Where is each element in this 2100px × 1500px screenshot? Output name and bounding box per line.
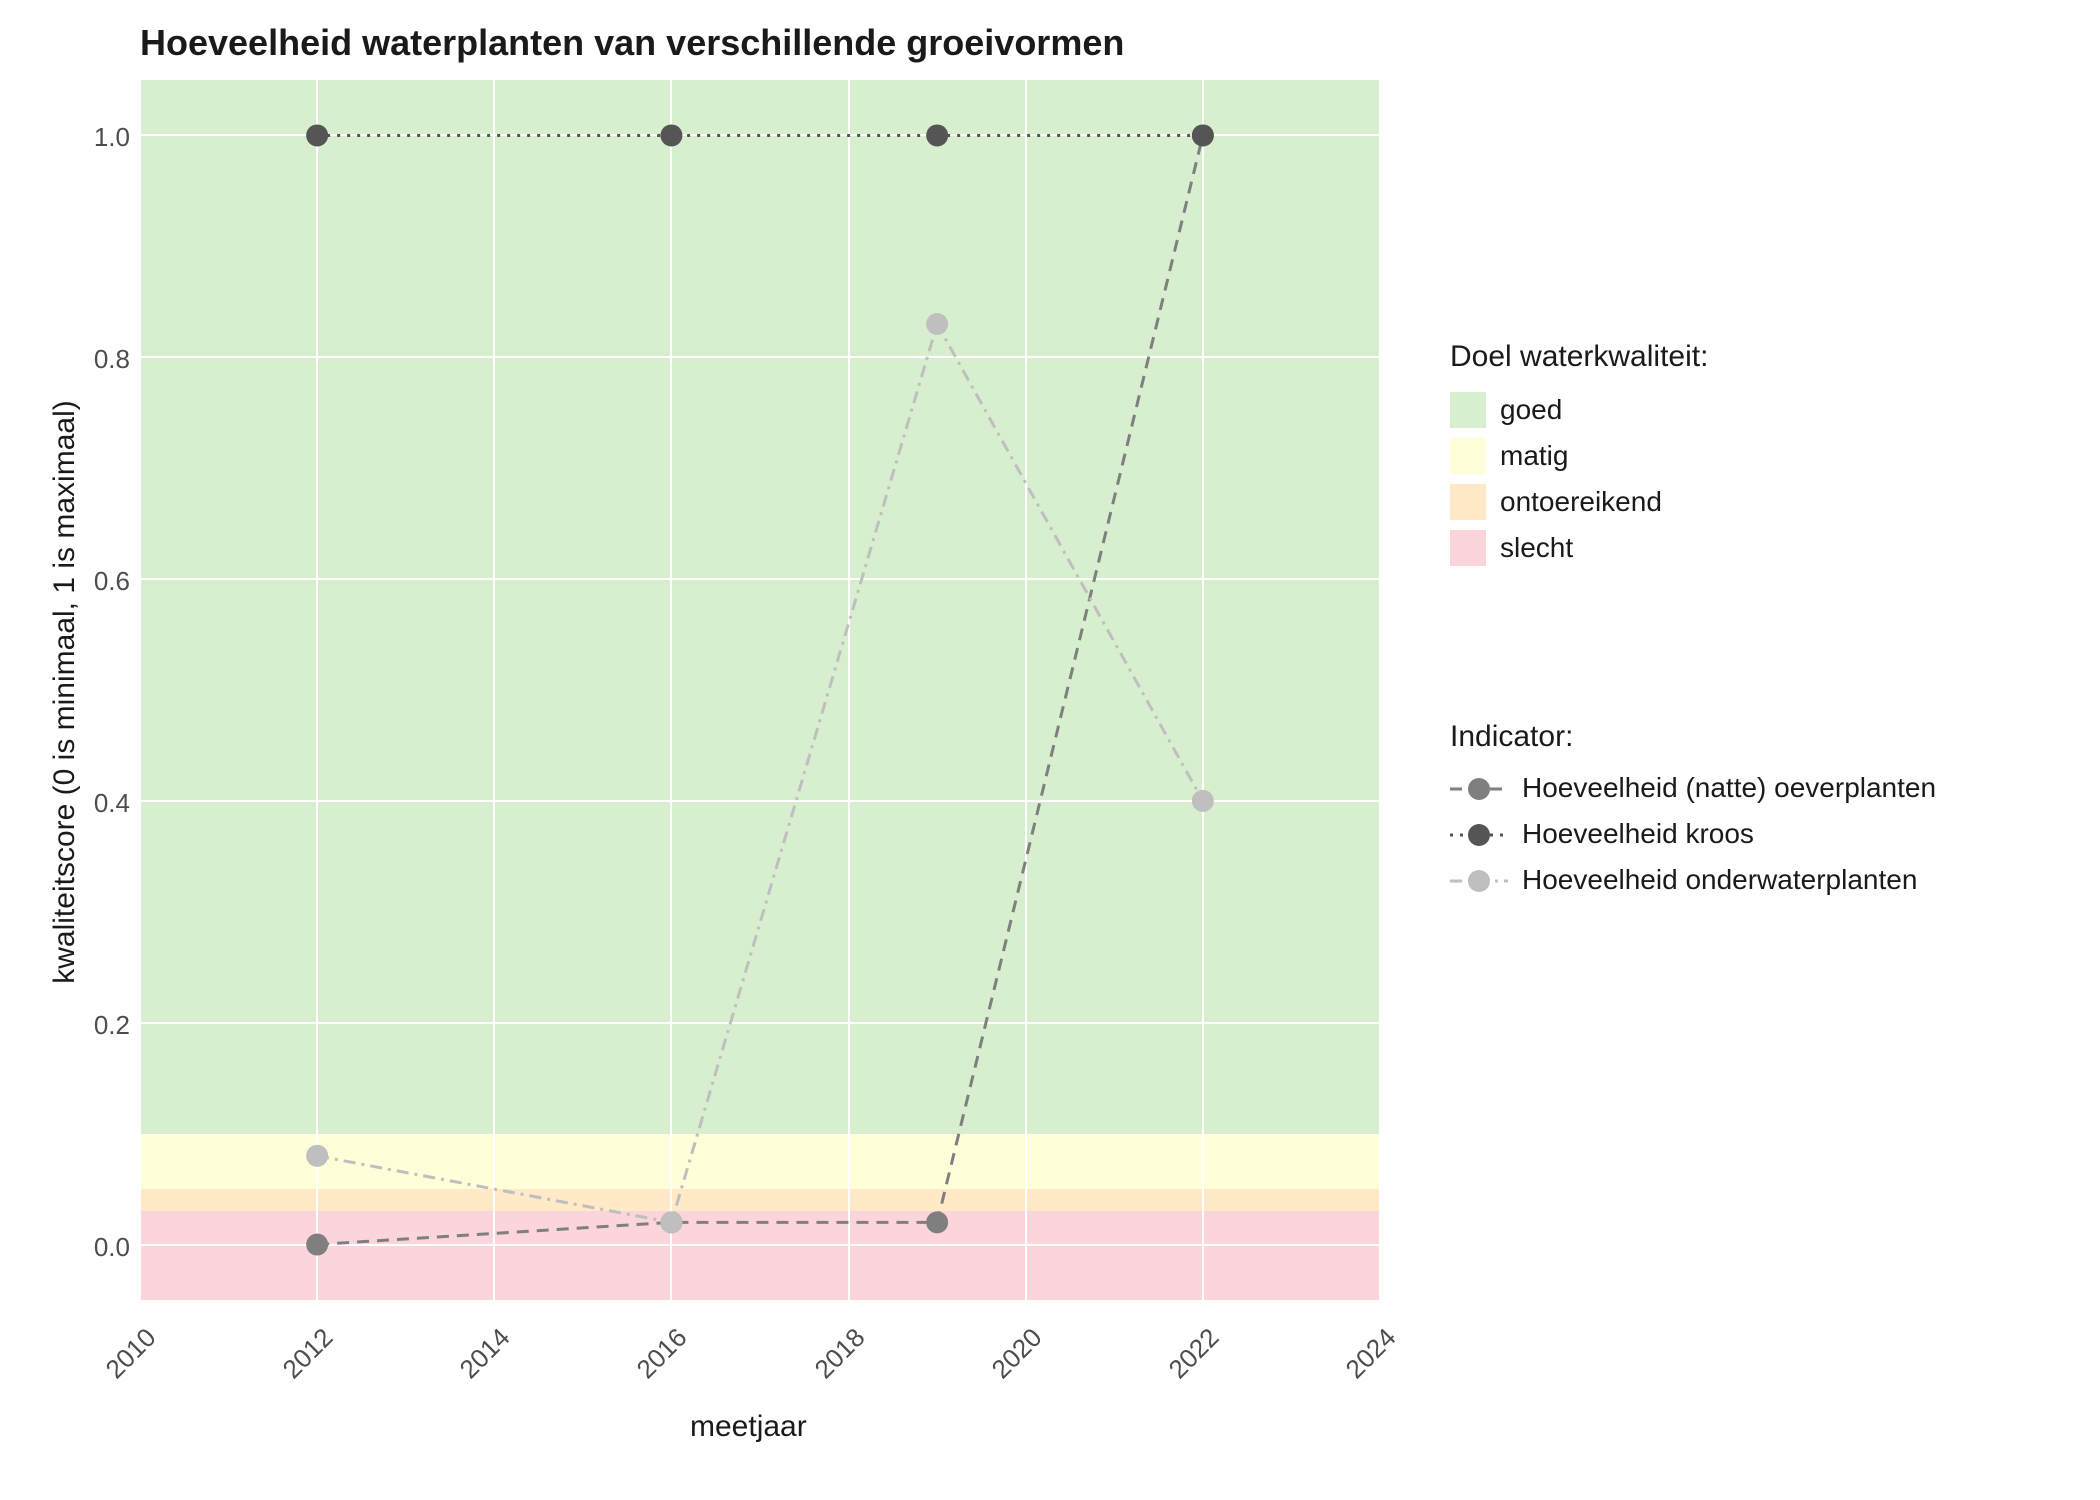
series-point xyxy=(926,1211,948,1233)
x-tick-label: 2020 xyxy=(985,1322,1048,1385)
x-tick-label: 2010 xyxy=(100,1322,163,1385)
series-point xyxy=(660,1211,682,1233)
legend-quality-title: Doel waterkwaliteit: xyxy=(1450,340,1708,374)
chart-title: Hoeveelheid waterplanten van verschillen… xyxy=(140,22,1124,64)
x-tick-label: 2014 xyxy=(454,1322,517,1385)
legend-label: Hoeveelheid (natte) oeverplanten xyxy=(1522,772,1936,804)
legend-quality-item: slecht xyxy=(1450,530,1708,566)
y-tick-label: 0.0 xyxy=(94,1232,130,1263)
legend-indicator-item: Hoeveelheid (natte) oeverplanten xyxy=(1450,772,1936,804)
legend-swatch xyxy=(1450,392,1486,428)
legend-series-key xyxy=(1450,776,1508,800)
chart-container: Hoeveelheid waterplanten van verschillen… xyxy=(0,0,2100,1500)
legend-indicator-item: Hoeveelheid onderwaterplanten xyxy=(1450,864,1936,896)
legend-indicator: Indicator: Hoeveelheid (natte) oeverplan… xyxy=(1450,720,1936,910)
y-tick-label: 0.2 xyxy=(94,1010,130,1041)
x-tick-label: 2018 xyxy=(808,1322,871,1385)
x-tick-label: 2024 xyxy=(1340,1322,1403,1385)
series-point xyxy=(660,124,682,146)
legend-series-key xyxy=(1450,822,1508,846)
legend-indicator-title: Indicator: xyxy=(1450,720,1936,754)
series-point xyxy=(1192,790,1214,812)
legend-indicator-item: Hoeveelheid kroos xyxy=(1450,818,1936,850)
legend-label: Hoeveelheid kroos xyxy=(1522,818,1754,850)
series-line xyxy=(317,324,1203,1222)
series-point xyxy=(926,124,948,146)
y-tick-label: 0.8 xyxy=(94,344,130,375)
y-tick-label: 0.4 xyxy=(94,788,130,819)
series-point xyxy=(926,313,948,335)
series-point xyxy=(306,1145,328,1167)
legend-label: slecht xyxy=(1500,532,1573,564)
x-tick-label: 2016 xyxy=(631,1322,694,1385)
legend-swatch xyxy=(1450,530,1486,566)
series-line xyxy=(317,135,1203,1244)
x-tick-label: 2012 xyxy=(277,1322,340,1385)
series-point xyxy=(1192,124,1214,146)
legend-quality: Doel waterkwaliteit: goed matig ontoereike… xyxy=(1450,340,1708,576)
legend-quality-item: goed xyxy=(1450,392,1708,428)
y-tick-label: 0.6 xyxy=(94,566,130,597)
series-layer xyxy=(140,80,1380,1300)
x-axis-label: meetjaar xyxy=(690,1410,807,1444)
legend-label: matig xyxy=(1500,440,1568,472)
legend-swatch xyxy=(1450,438,1486,474)
series-point xyxy=(306,1234,328,1256)
x-tick-label: 2022 xyxy=(1162,1322,1225,1385)
legend-swatch xyxy=(1450,484,1486,520)
legend-quality-item: ontoereikend xyxy=(1450,484,1708,520)
plot-area xyxy=(140,80,1380,1300)
legend-series-key xyxy=(1450,868,1508,892)
y-tick-label: 1.0 xyxy=(94,122,130,153)
legend-label: goed xyxy=(1500,394,1562,426)
legend-label: ontoereikend xyxy=(1500,486,1662,518)
y-axis-label: kwaliteitscore (0 is minimaal, 1 is maxi… xyxy=(48,392,82,992)
legend-quality-item: matig xyxy=(1450,438,1708,474)
legend-label: Hoeveelheid onderwaterplanten xyxy=(1522,864,1917,896)
series-point xyxy=(306,124,328,146)
